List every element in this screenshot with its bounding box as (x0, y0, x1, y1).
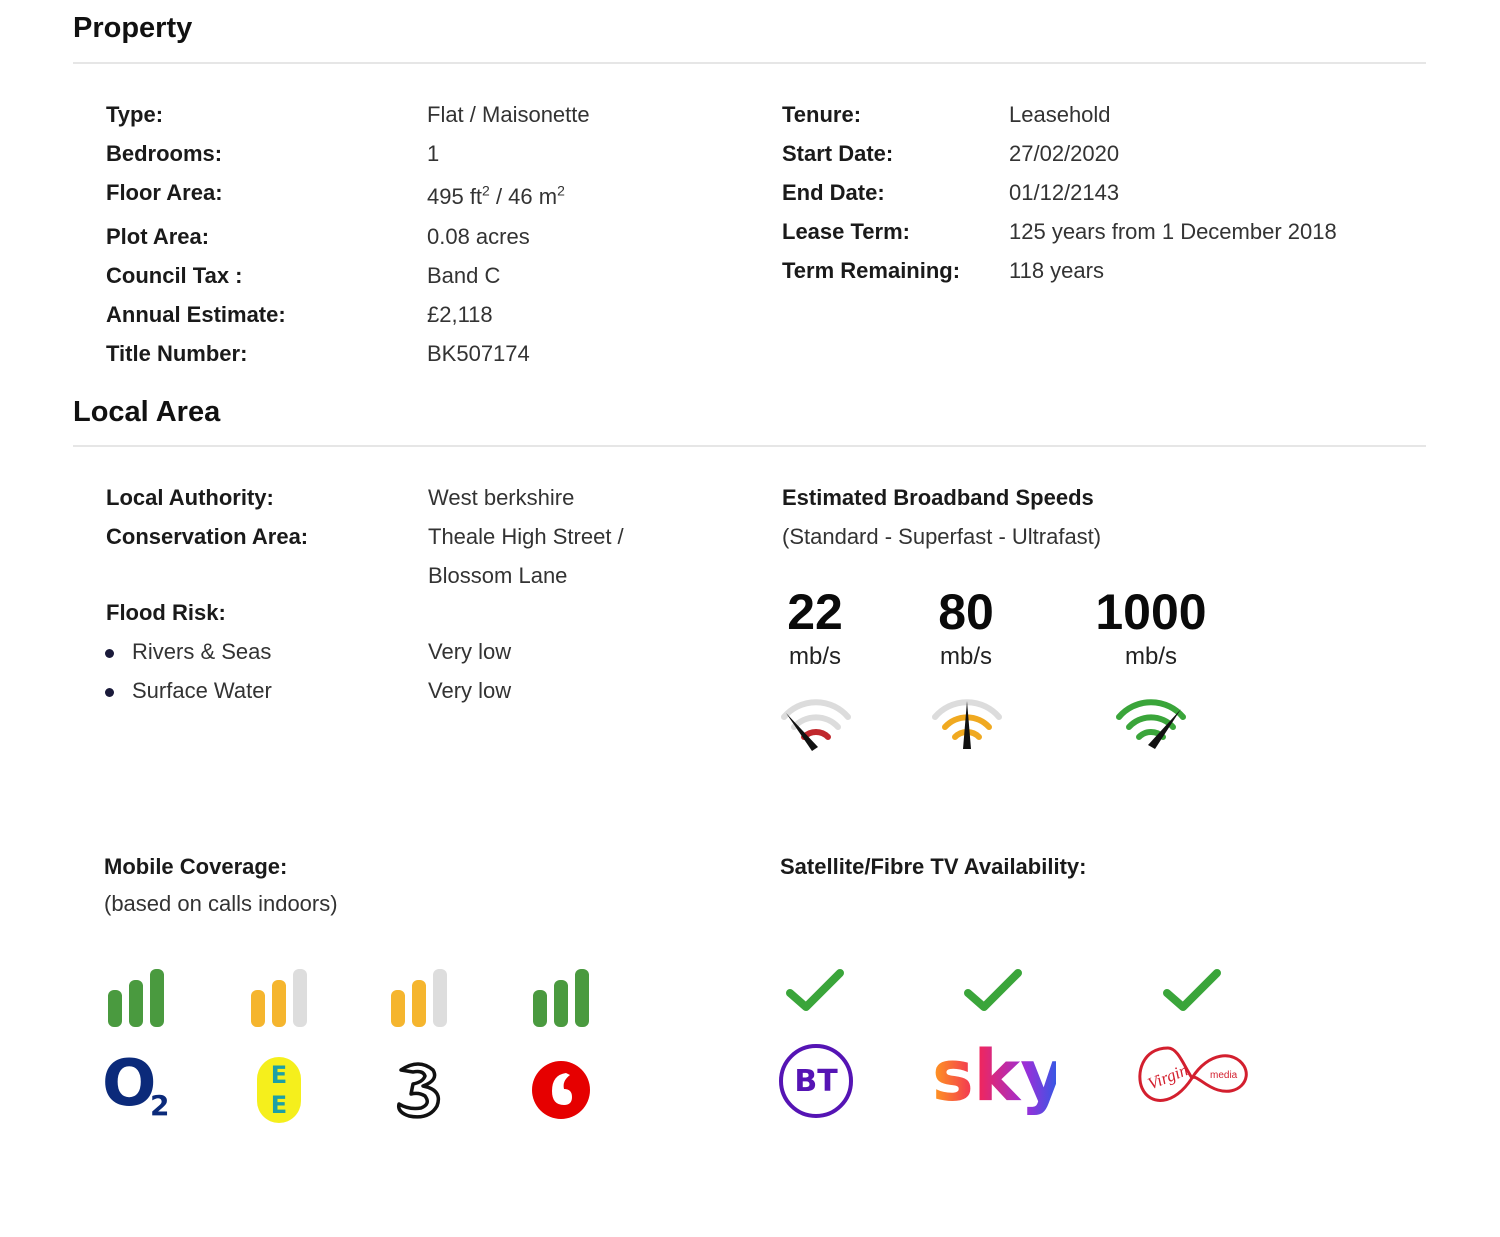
bt-logo: BT (779, 1044, 853, 1118)
signal-bar (554, 980, 568, 1027)
broadband-subtitle: (Standard - Superfast - Ultrafast) (782, 524, 1102, 549)
signal-bar (533, 990, 547, 1027)
floor-area-value: 495 ft2 / 46 m2 (427, 184, 565, 210)
conservation-area-value-line2: Blossom Lane (428, 563, 568, 588)
ultrafast-speed-unit: mb/s (1124, 643, 1177, 670)
property-heading: Property (73, 12, 193, 44)
signal-bar (412, 980, 426, 1027)
local-area-heading: Local Area (73, 396, 221, 428)
floor-area-ft: 495 ft (427, 184, 483, 209)
signal-bar (108, 990, 122, 1027)
property-divider (73, 62, 1426, 64)
mobile-coverage-subtitle: (based on calls indoors) (104, 891, 338, 916)
rivers-seas-value: Very low (428, 639, 512, 664)
bedrooms-value: 1 (427, 141, 440, 166)
o2-signal-bars-icon (108, 969, 164, 1027)
mobile-coverage-heading: Mobile Coverage: (104, 854, 288, 879)
lease-term-label: Lease Term: (782, 219, 910, 244)
ultrafast-speed-value: 1000 (1095, 584, 1207, 640)
local-authority-value: West berkshire (428, 485, 575, 510)
title-number-label: Title Number: (106, 341, 248, 366)
type-label: Type: (106, 102, 164, 127)
title-number-value: BK507174 (427, 341, 530, 366)
signal-bar (575, 969, 589, 1027)
high-speed-gauge-icon (1116, 699, 1186, 749)
sky-logo: sky (932, 1038, 1056, 1117)
tv-availability-heading: Satellite/Fibre TV Availability: (780, 854, 1087, 879)
end-date-value: 01/12/2143 (1009, 180, 1120, 205)
signal-bar (150, 969, 164, 1027)
ee-logo: E E (257, 1057, 301, 1123)
floor-area-m-sup: 2 (557, 182, 565, 199)
surface-water-value: Very low (428, 678, 512, 703)
term-remaining-label: Term Remaining: (782, 258, 961, 283)
flood-risk-label: Flood Risk: (106, 600, 226, 625)
signal-bar (391, 990, 405, 1027)
bt-available-check-icon (786, 969, 844, 1011)
o2-logo: O 2 (102, 1047, 172, 1125)
council-tax-value: Band C (427, 263, 501, 288)
council-tax-label: Council Tax : (106, 263, 243, 288)
floor-area-ft-sup: 2 (482, 182, 490, 199)
vodafone-logo (532, 1061, 590, 1119)
broadband-heading: Estimated Broadband Speeds (782, 485, 1094, 510)
sky-available-check-icon (964, 969, 1022, 1011)
standard-speed-value: 22 (787, 584, 843, 640)
ee-logo-bottom-letter: E (270, 1091, 288, 1119)
medium-speed-gauge-icon (932, 699, 1002, 749)
superfast-speed-unit: mb/s (939, 643, 992, 670)
virgin-available-check-icon (1163, 969, 1221, 1011)
signal-bar (433, 969, 447, 1027)
floor-area-m: / 46 m (489, 184, 558, 209)
o2-logo-sub: 2 (150, 1089, 170, 1122)
plot-area-value: 0.08 acres (427, 224, 530, 249)
virgin-media-logo: Virgin media (1138, 1046, 1248, 1102)
term-remaining-value: 118 years (1009, 258, 1104, 283)
plot-area-label: Plot Area: (106, 224, 210, 249)
bullet-icon (105, 688, 114, 697)
superfast-speed-value: 80 (938, 584, 994, 640)
tenure-value: Leasehold (1009, 102, 1111, 127)
low-speed-gauge-icon (781, 699, 851, 751)
vodafone-signal-bars-icon (533, 969, 589, 1027)
three-logo (396, 1062, 441, 1119)
bullet-icon (105, 649, 114, 658)
conservation-area-value-line1: Theale High Street / (428, 524, 624, 549)
type-value: Flat / Maisonette (427, 102, 590, 127)
signal-bar (251, 990, 265, 1027)
floor-area-label: Floor Area: (106, 180, 223, 205)
annual-estimate-value: £2,118 (427, 302, 493, 327)
start-date-label: Start Date: (782, 141, 894, 166)
signal-bar (293, 969, 307, 1027)
standard-speed-unit: mb/s (788, 643, 841, 670)
bedrooms-label: Bedrooms: (106, 141, 223, 166)
annual-estimate-label: Annual Estimate: (106, 302, 286, 327)
signal-bar (129, 980, 143, 1027)
bt-logo-text: BT (794, 1064, 838, 1099)
lease-term-value: 125 years from 1 December 2018 (1009, 219, 1337, 244)
start-date-value: 27/02/2020 (1009, 141, 1120, 166)
conservation-area-label: Conservation Area: (106, 524, 309, 549)
rivers-seas-label: Rivers & Seas (132, 639, 272, 664)
ee-logo-top-letter: E (270, 1061, 288, 1089)
local-authority-label: Local Authority: (106, 485, 274, 510)
ee-signal-bars-icon (251, 969, 307, 1027)
surface-water-label: Surface Water (132, 678, 272, 703)
o2-logo-letter: O (102, 1047, 157, 1121)
tenure-label: Tenure: (782, 102, 862, 127)
end-date-label: End Date: (782, 180, 885, 205)
signal-bar (272, 980, 286, 1027)
three-signal-bars-icon (391, 969, 447, 1027)
sky-logo-text: sky (932, 1038, 1056, 1117)
local-area-divider (73, 445, 1426, 447)
media-logo-text: media (1210, 1070, 1238, 1081)
